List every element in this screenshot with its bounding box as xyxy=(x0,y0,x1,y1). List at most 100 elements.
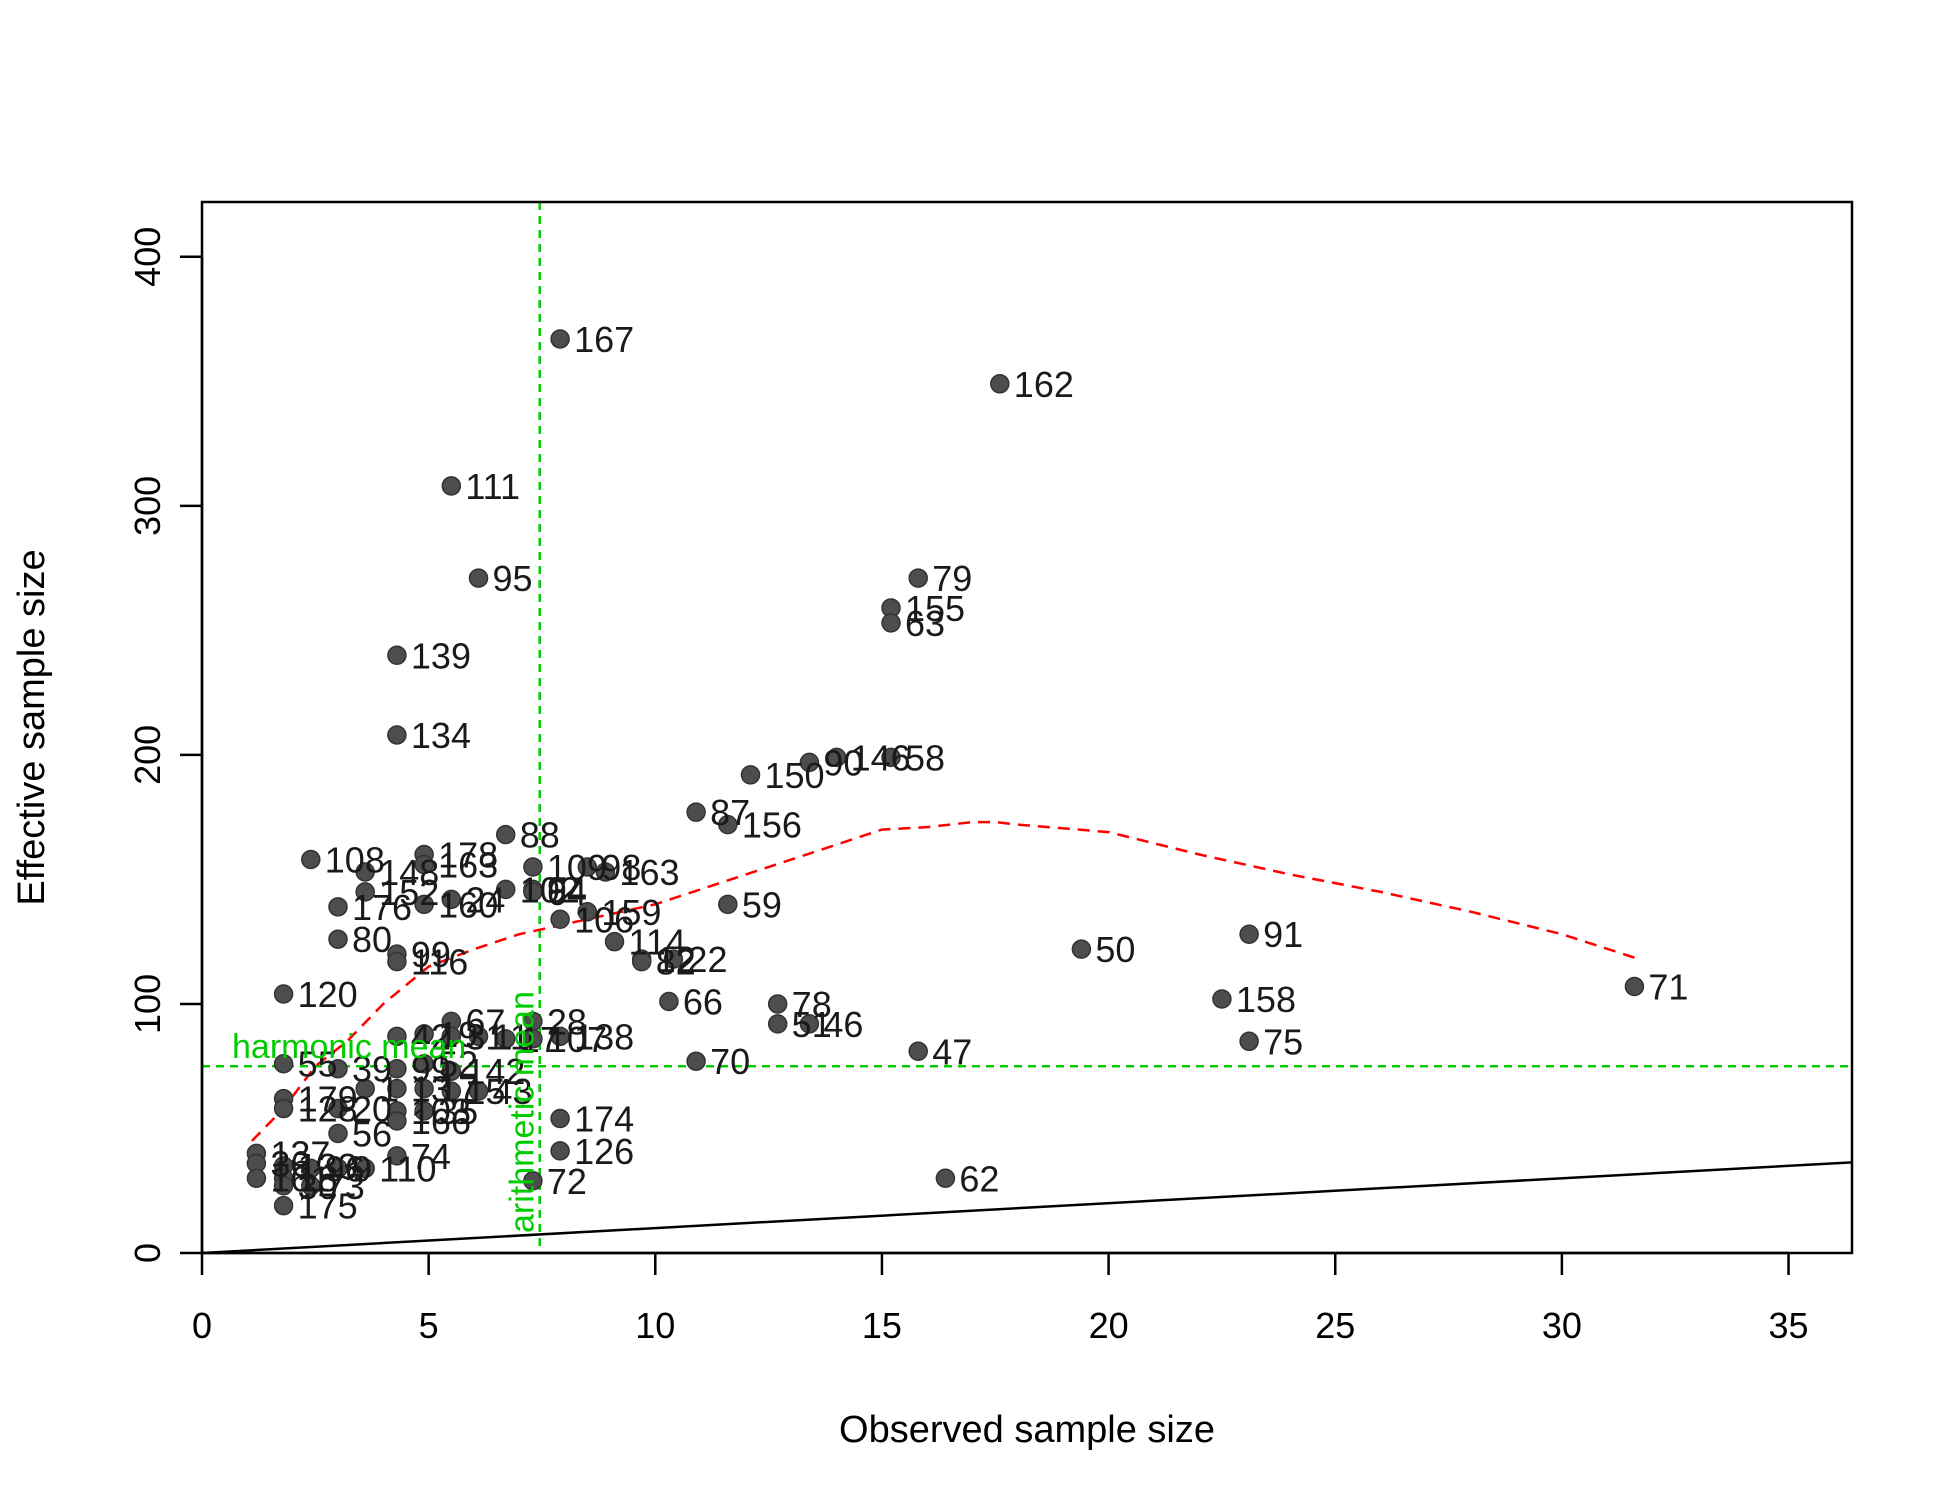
data-point xyxy=(523,1029,543,1049)
identity-line xyxy=(201,1161,1853,1255)
data-point xyxy=(355,862,375,882)
point-label: 91 xyxy=(1263,914,1303,955)
point-label: 98 xyxy=(601,847,641,888)
point-label: 52 xyxy=(438,1044,478,1085)
point-label: 159 xyxy=(601,892,661,933)
point-label: 70 xyxy=(710,1041,750,1082)
point-label: 28 xyxy=(547,1001,587,1042)
point-label: 152 xyxy=(379,872,439,913)
y-tick-label: 200 xyxy=(127,725,168,785)
point-label: 75 xyxy=(1263,1021,1303,1062)
data-point xyxy=(550,1026,570,1047)
point-label: 24 xyxy=(465,879,505,920)
data-point xyxy=(468,568,489,588)
data-point xyxy=(387,1078,407,1099)
point-label: 156 xyxy=(742,805,802,846)
point-label: 55 xyxy=(298,1044,338,1085)
point-label: 128 xyxy=(298,1089,358,1130)
data-point xyxy=(550,1141,570,1161)
point-label: 58 xyxy=(905,737,945,778)
point-label: 116 xyxy=(411,942,468,983)
harmonic-mean-label: harmonic mean xyxy=(232,1028,466,1066)
data-point xyxy=(495,824,516,845)
data-point xyxy=(1239,924,1259,944)
x-tick-label: 20 xyxy=(1089,1305,1129,1346)
data-point xyxy=(273,1053,294,1074)
point-label: 71 xyxy=(1648,967,1688,1008)
y-tick-label: 0 xyxy=(127,1243,168,1263)
point-label: 160 xyxy=(438,884,498,925)
point-label: 161 xyxy=(270,1158,330,1199)
arithmetic-mean-label: arithmetic mean xyxy=(504,991,542,1233)
point-label: 79 xyxy=(932,558,972,599)
data-point xyxy=(577,857,598,877)
point-label: 114 xyxy=(629,922,686,963)
data-point xyxy=(595,862,616,882)
data-point xyxy=(328,1098,348,1119)
data-point xyxy=(495,879,516,900)
data-point xyxy=(468,1081,489,1101)
data-point xyxy=(663,949,684,969)
x-axis: 0 5 10 15 20 25 30 35 xyxy=(192,1251,1809,1346)
data-point xyxy=(550,1108,570,1129)
data-point xyxy=(1071,939,1092,959)
point-label: 163 xyxy=(438,844,498,885)
data-point xyxy=(686,802,706,822)
data-point xyxy=(1212,989,1232,1009)
point-label: 178 xyxy=(438,835,498,876)
point-label: 59 xyxy=(742,884,782,925)
point-label: 163 xyxy=(619,852,679,893)
smooth-trend-curve xyxy=(251,820,1640,1142)
point-label: 22 xyxy=(687,939,727,980)
data-point xyxy=(273,984,294,1004)
point-label: 50 xyxy=(1095,929,1135,970)
point-label: 90 xyxy=(823,742,863,783)
data-point xyxy=(740,765,761,785)
point-label: 94 xyxy=(547,869,587,910)
data-point xyxy=(273,1195,294,1216)
point-label: 56 xyxy=(352,1113,392,1154)
point-label: 13 xyxy=(411,1069,451,1110)
reference-labels-group: harmonic mean arithmetic mean xyxy=(232,991,542,1233)
point-label: 74 xyxy=(411,1136,451,1177)
point-label: 102 xyxy=(520,869,580,910)
point-label: 138 xyxy=(574,1016,634,1057)
data-point xyxy=(414,1101,434,1121)
data-point xyxy=(523,882,543,902)
point-label: 179 xyxy=(298,1079,358,1120)
data-point xyxy=(1239,1031,1259,1052)
data-point xyxy=(246,1168,267,1189)
point-label: 110 xyxy=(379,1148,436,1189)
data-point xyxy=(387,1111,407,1131)
data-point xyxy=(301,1176,321,1196)
data-point xyxy=(631,951,652,972)
point-label: 17 xyxy=(438,1069,478,1110)
data-point xyxy=(990,374,1010,394)
data-point xyxy=(387,1146,407,1166)
point-label: 99 xyxy=(411,934,451,975)
data-point xyxy=(523,857,543,877)
point-label: 72 xyxy=(547,1161,587,1202)
point-label: 176 xyxy=(352,887,412,928)
data-point xyxy=(328,1058,348,1079)
y-tick-label: 400 xyxy=(127,227,168,287)
point-label: 108 xyxy=(325,839,385,880)
data-point xyxy=(495,1029,516,1049)
x-tick-label: 5 xyxy=(419,1305,439,1346)
point-label: 35 xyxy=(438,1091,478,1132)
x-tick-label: 35 xyxy=(1769,1305,1809,1346)
data-point xyxy=(273,1176,294,1196)
point-label: 43 xyxy=(493,1071,533,1112)
data-point xyxy=(550,329,570,349)
point-label: 137 xyxy=(270,1133,330,1174)
x-tick-label: 0 xyxy=(192,1305,212,1346)
point-label: 95 xyxy=(493,558,533,599)
data-point xyxy=(414,1053,434,1074)
point-label: 20 xyxy=(352,1089,392,1130)
point-label: 103 xyxy=(411,1091,471,1132)
data-point xyxy=(414,1024,434,1044)
point-label: 17 xyxy=(520,1019,560,1060)
point-label: 11 xyxy=(493,1016,530,1057)
